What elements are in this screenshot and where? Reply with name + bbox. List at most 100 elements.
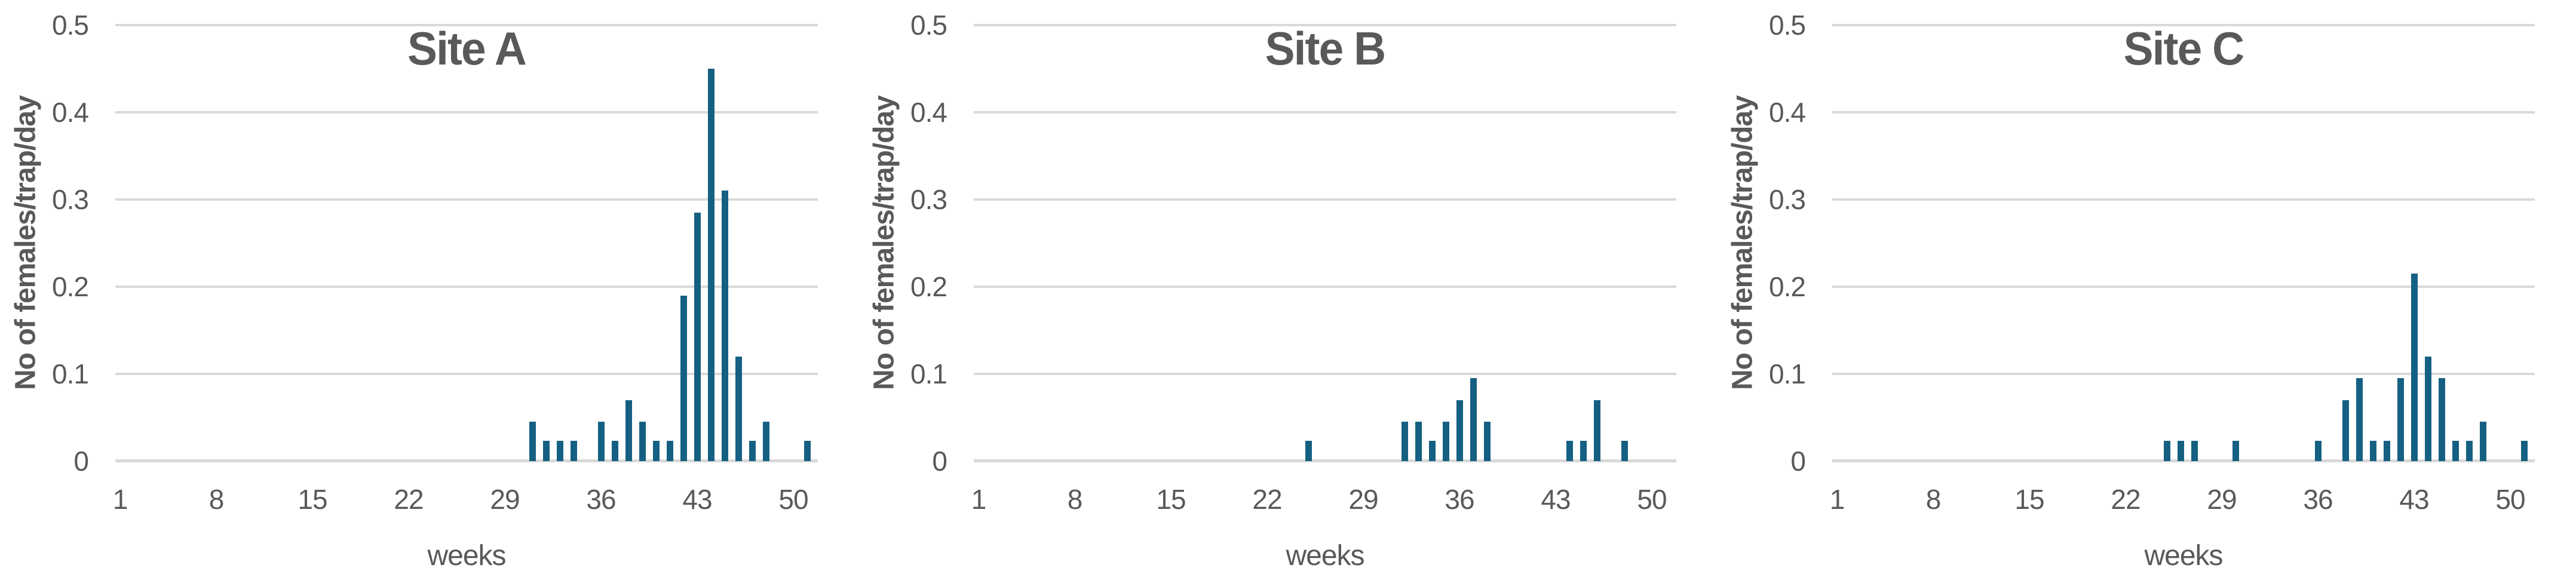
bar-week-44 [2424, 356, 2431, 461]
gridline [974, 24, 1676, 26]
bar-week-41 [666, 441, 673, 461]
bar-week-48 [2479, 422, 2486, 461]
chart-panel-site-a: Site A No of females/trap/day weeks 0.5 0… [0, 0, 858, 577]
gridline [1832, 286, 2535, 288]
bar-week-48 [1621, 441, 1628, 461]
bar-week-41 [2383, 441, 2390, 461]
bar-week-37 [611, 441, 618, 461]
y-tick-label: 0.1 [1769, 358, 1806, 389]
bar-week-44 [707, 69, 714, 461]
bar-week-38 [625, 400, 632, 461]
x-tick-label: 50 [2495, 484, 2525, 515]
y-tick-label: 0 [73, 446, 89, 477]
gridline [115, 373, 818, 375]
y-tick-label: 0.5 [52, 10, 89, 41]
x-tick-label: 36 [2303, 484, 2333, 515]
x-tick-label: 8 [208, 484, 225, 515]
y-axis-label: No of females/trap/day [1726, 96, 1759, 391]
x-tick-label: 43 [2399, 484, 2429, 515]
x-axis-label: weeks [2144, 540, 2223, 572]
gridline [115, 286, 818, 288]
bar-week-40 [652, 441, 660, 461]
x-tick-label: 22 [394, 484, 424, 515]
gridline [115, 198, 818, 201]
bar-week-45 [721, 191, 728, 461]
y-tick-label: 0.2 [910, 271, 947, 302]
bar-week-36 [597, 422, 605, 461]
bar-week-40 [2369, 441, 2376, 461]
plot-area [115, 24, 818, 462]
bar-week-35 [1442, 422, 1449, 461]
bar-week-26 [2177, 441, 2184, 461]
bar-week-43 [694, 212, 701, 461]
y-tick-label: 0.4 [1769, 97, 1806, 128]
gridline [1832, 24, 2535, 26]
x-tick-label: 22 [2111, 484, 2140, 515]
x-tick-label: 29 [1348, 484, 1378, 515]
x-tick-label: 36 [586, 484, 616, 515]
y-tick-label: 0.1 [910, 358, 947, 389]
x-tick-label: 50 [778, 484, 808, 515]
y-tick-label: 0 [932, 446, 947, 477]
y-tick-label: 0.2 [1769, 271, 1806, 302]
chart-title: Site B [1265, 22, 1387, 75]
y-tick-label: 0.2 [52, 271, 89, 302]
x-tick-label: 29 [2207, 484, 2237, 515]
bar-week-25 [2163, 441, 2170, 461]
y-tick-label: 0 [1790, 446, 1806, 477]
bar-week-32 [542, 441, 550, 461]
bar-week-36 [1456, 400, 1463, 461]
y-tick-label: 0.3 [52, 184, 89, 215]
bar-week-51 [2520, 441, 2528, 461]
x-axis-label: weeks [427, 540, 506, 572]
x-tick-label: 15 [1156, 484, 1186, 515]
bar-week-27 [2191, 441, 2198, 461]
bar-week-42 [2397, 378, 2404, 461]
chart-panel-site-b: Site B No of females/trap/day weeks 0.5 0… [858, 0, 1717, 577]
y-tick-label: 0.4 [910, 97, 947, 128]
bar-week-42 [680, 295, 687, 461]
gridline [1832, 111, 2535, 113]
bar-week-48 [762, 422, 769, 461]
bar-week-44 [1566, 441, 1573, 461]
bar-week-46 [1593, 400, 1600, 461]
x-axis-baseline [974, 459, 1676, 462]
bar-week-33 [556, 441, 563, 461]
x-tick-label: 43 [682, 484, 712, 515]
x-tick-label: 50 [1637, 484, 1667, 515]
bar-week-33 [1415, 422, 1422, 461]
plot-area [1832, 24, 2535, 462]
x-tick-label: 15 [298, 484, 327, 515]
bar-week-45 [1580, 441, 1587, 461]
y-tick-label: 0.3 [1769, 184, 1806, 215]
x-tick-label: 43 [1541, 484, 1571, 515]
chart-panel-site-c: Site C No of females/trap/day weeks 0.5 0… [1717, 0, 2576, 577]
gridline [974, 198, 1676, 201]
bar-week-31 [529, 422, 536, 461]
bar-week-46 [2452, 441, 2459, 461]
gridline [1832, 373, 2535, 375]
y-tick-label: 0.4 [52, 97, 89, 128]
bar-week-38 [1483, 422, 1491, 461]
gridline [974, 373, 1676, 375]
x-tick-label: 22 [1252, 484, 1282, 515]
bar-week-36 [2314, 441, 2322, 461]
y-axis-label: No of females/trap/day [10, 96, 42, 391]
y-axis-label: No of females/trap/day [868, 96, 900, 391]
x-tick-label: 29 [490, 484, 520, 515]
bar-week-32 [1401, 422, 1408, 461]
bar-week-30 [2232, 441, 2239, 461]
x-tick-label: 36 [1445, 484, 1474, 515]
bar-week-34 [1428, 441, 1436, 461]
x-tick-label: 8 [1067, 484, 1083, 515]
y-tick-label: 0.1 [52, 358, 89, 389]
x-axis-label: weeks [1286, 540, 1364, 572]
y-tick-label: 0.5 [1769, 10, 1806, 41]
bar-week-37 [1470, 378, 1477, 461]
bar-week-39 [639, 422, 646, 461]
plot-area [974, 24, 1676, 462]
bar-week-39 [2356, 378, 2363, 461]
x-axis-baseline [115, 459, 818, 462]
bar-week-43 [2411, 274, 2418, 461]
